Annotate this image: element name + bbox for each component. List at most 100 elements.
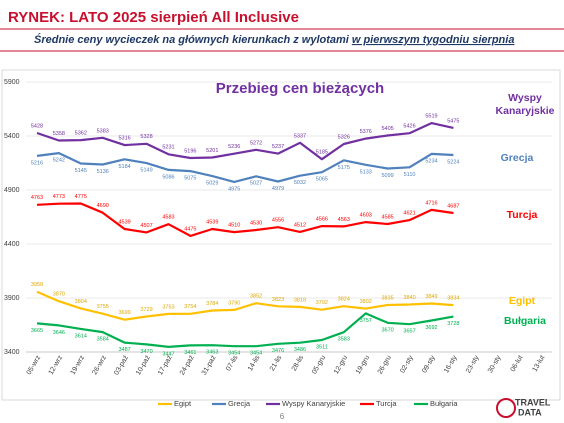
x-tick-label: 07-lis (225, 354, 240, 372)
x-tick-label: 19-gru (355, 354, 371, 375)
data-label: 4475 (184, 226, 196, 232)
x-tick-label: 05-gru (311, 354, 327, 375)
data-label: 5075 (184, 176, 196, 182)
data-label: 5316 (119, 136, 131, 142)
data-label: 3849 (425, 294, 437, 300)
y-tick-label: 4400 (4, 241, 20, 248)
data-label: 3818 (294, 297, 306, 303)
series-end-label: Egipt (509, 295, 536, 307)
data-label: 5065 (316, 177, 328, 183)
legend-label: Wyspy Kanaryjskie (282, 399, 345, 408)
data-label: 5358 (53, 131, 65, 137)
data-label: 3835 (382, 295, 394, 301)
data-label: 3584 (97, 337, 109, 343)
x-tick-label: 26-wrz (91, 354, 108, 376)
data-label: 3870 (53, 292, 65, 298)
data-label: 5110 (404, 172, 416, 178)
y-tick-label: 5900 (4, 79, 20, 86)
data-label: 3792 (316, 300, 328, 306)
data-label: 3461 (184, 350, 196, 356)
data-label: 5237 (272, 144, 284, 150)
data-label: 4775 (75, 194, 87, 200)
data-label: 3790 (228, 300, 240, 306)
x-tick-label: 03-paź (113, 354, 130, 376)
x-tick-label: 02-sty (399, 354, 415, 374)
data-label: 3511 (316, 344, 328, 350)
data-label: 5224 (447, 159, 459, 165)
data-label: 5086 (162, 174, 174, 180)
x-tick-label: 30-sty (487, 354, 503, 374)
y-tick-label: 4900 (4, 187, 20, 194)
logo-icon (496, 398, 516, 418)
data-label: 5185 (316, 150, 328, 156)
x-tick-label: 06-lut (510, 354, 525, 373)
data-label: 5184 (119, 164, 131, 170)
series-line (36, 290, 454, 321)
data-label: 3487 (119, 347, 131, 353)
data-label: 5231 (162, 145, 174, 151)
y-tick-label: 5400 (4, 133, 20, 140)
data-label: 5234 (425, 158, 437, 164)
series-end-label-part: Kanaryjskie (496, 105, 555, 117)
legend-label: Grecja (228, 399, 251, 408)
data-label: 3454 (228, 351, 240, 357)
y-tick-label: 3400 (4, 349, 20, 356)
x-tick-label: 13-lut (532, 354, 547, 373)
data-label: 4539 (206, 219, 218, 225)
data-label: 5242 (53, 158, 65, 164)
data-label: 4603 (360, 213, 372, 219)
data-label: 5145 (75, 168, 87, 174)
data-label: 5027 (250, 181, 262, 187)
data-label: 4507 (140, 223, 152, 229)
logo-text: DATA (518, 407, 542, 417)
subtitle-part: Średnie ceny wycieczek na głównych kieru… (34, 33, 350, 46)
data-label: 3729 (140, 307, 152, 313)
x-tick-label: 21-lis (269, 354, 284, 372)
data-label: 4690 (97, 203, 109, 209)
data-label: 3665 (31, 328, 43, 334)
data-label: 4512 (294, 222, 306, 228)
data-label: 5362 (75, 131, 87, 137)
x-tick-label: 12-gru (333, 354, 349, 375)
data-label: 3834 (447, 296, 459, 302)
x-tick-label: 23-sty (465, 354, 481, 374)
data-label: 4530 (250, 220, 262, 226)
data-label: 5428 (31, 123, 43, 129)
data-label: 5272 (250, 140, 262, 146)
data-label: 3454 (250, 351, 262, 357)
chart-frame (1, 69, 561, 401)
legend-label: Egipt (174, 399, 192, 408)
data-label: 4773 (53, 194, 65, 200)
series-line (36, 122, 454, 161)
data-label: 3728 (447, 321, 459, 327)
y-tick-label: 3900 (4, 295, 20, 302)
series-line (36, 202, 454, 237)
subtitle-underlined: w pierwszym tygodniu sierpnia (352, 34, 515, 46)
x-tick-label: 05-wrz (26, 354, 43, 376)
x-tick-label: 09-sty (421, 354, 437, 374)
data-label: 5133 (360, 169, 372, 175)
data-label: 5029 (206, 181, 218, 187)
data-label: 4975 (228, 186, 240, 192)
x-tick-label: 28-lis (291, 354, 306, 372)
data-label: 5326 (338, 134, 350, 140)
x-tick-label: 10-paź (135, 354, 152, 376)
data-label: 5099 (382, 173, 394, 179)
data-label: 5376 (360, 129, 372, 135)
data-label: 3699 (119, 310, 131, 316)
data-label: 4763 (31, 195, 43, 201)
x-tick-label: 26-gru (377, 354, 393, 375)
data-label: 5405 (382, 126, 394, 132)
data-label: 3824 (338, 297, 350, 303)
data-label: 4556 (272, 218, 284, 224)
data-label: 5201 (206, 148, 218, 154)
x-tick-label: 12-wrz (48, 354, 65, 376)
data-label: 3804 (75, 299, 87, 305)
data-label: 3463 (206, 350, 218, 356)
data-label: 4716 (425, 200, 437, 206)
data-label: 3657 (403, 329, 415, 335)
data-label: 3614 (75, 333, 87, 339)
data-label: 4539 (119, 219, 131, 225)
data-label: 3852 (250, 294, 262, 300)
data-label: 5216 (31, 160, 43, 166)
